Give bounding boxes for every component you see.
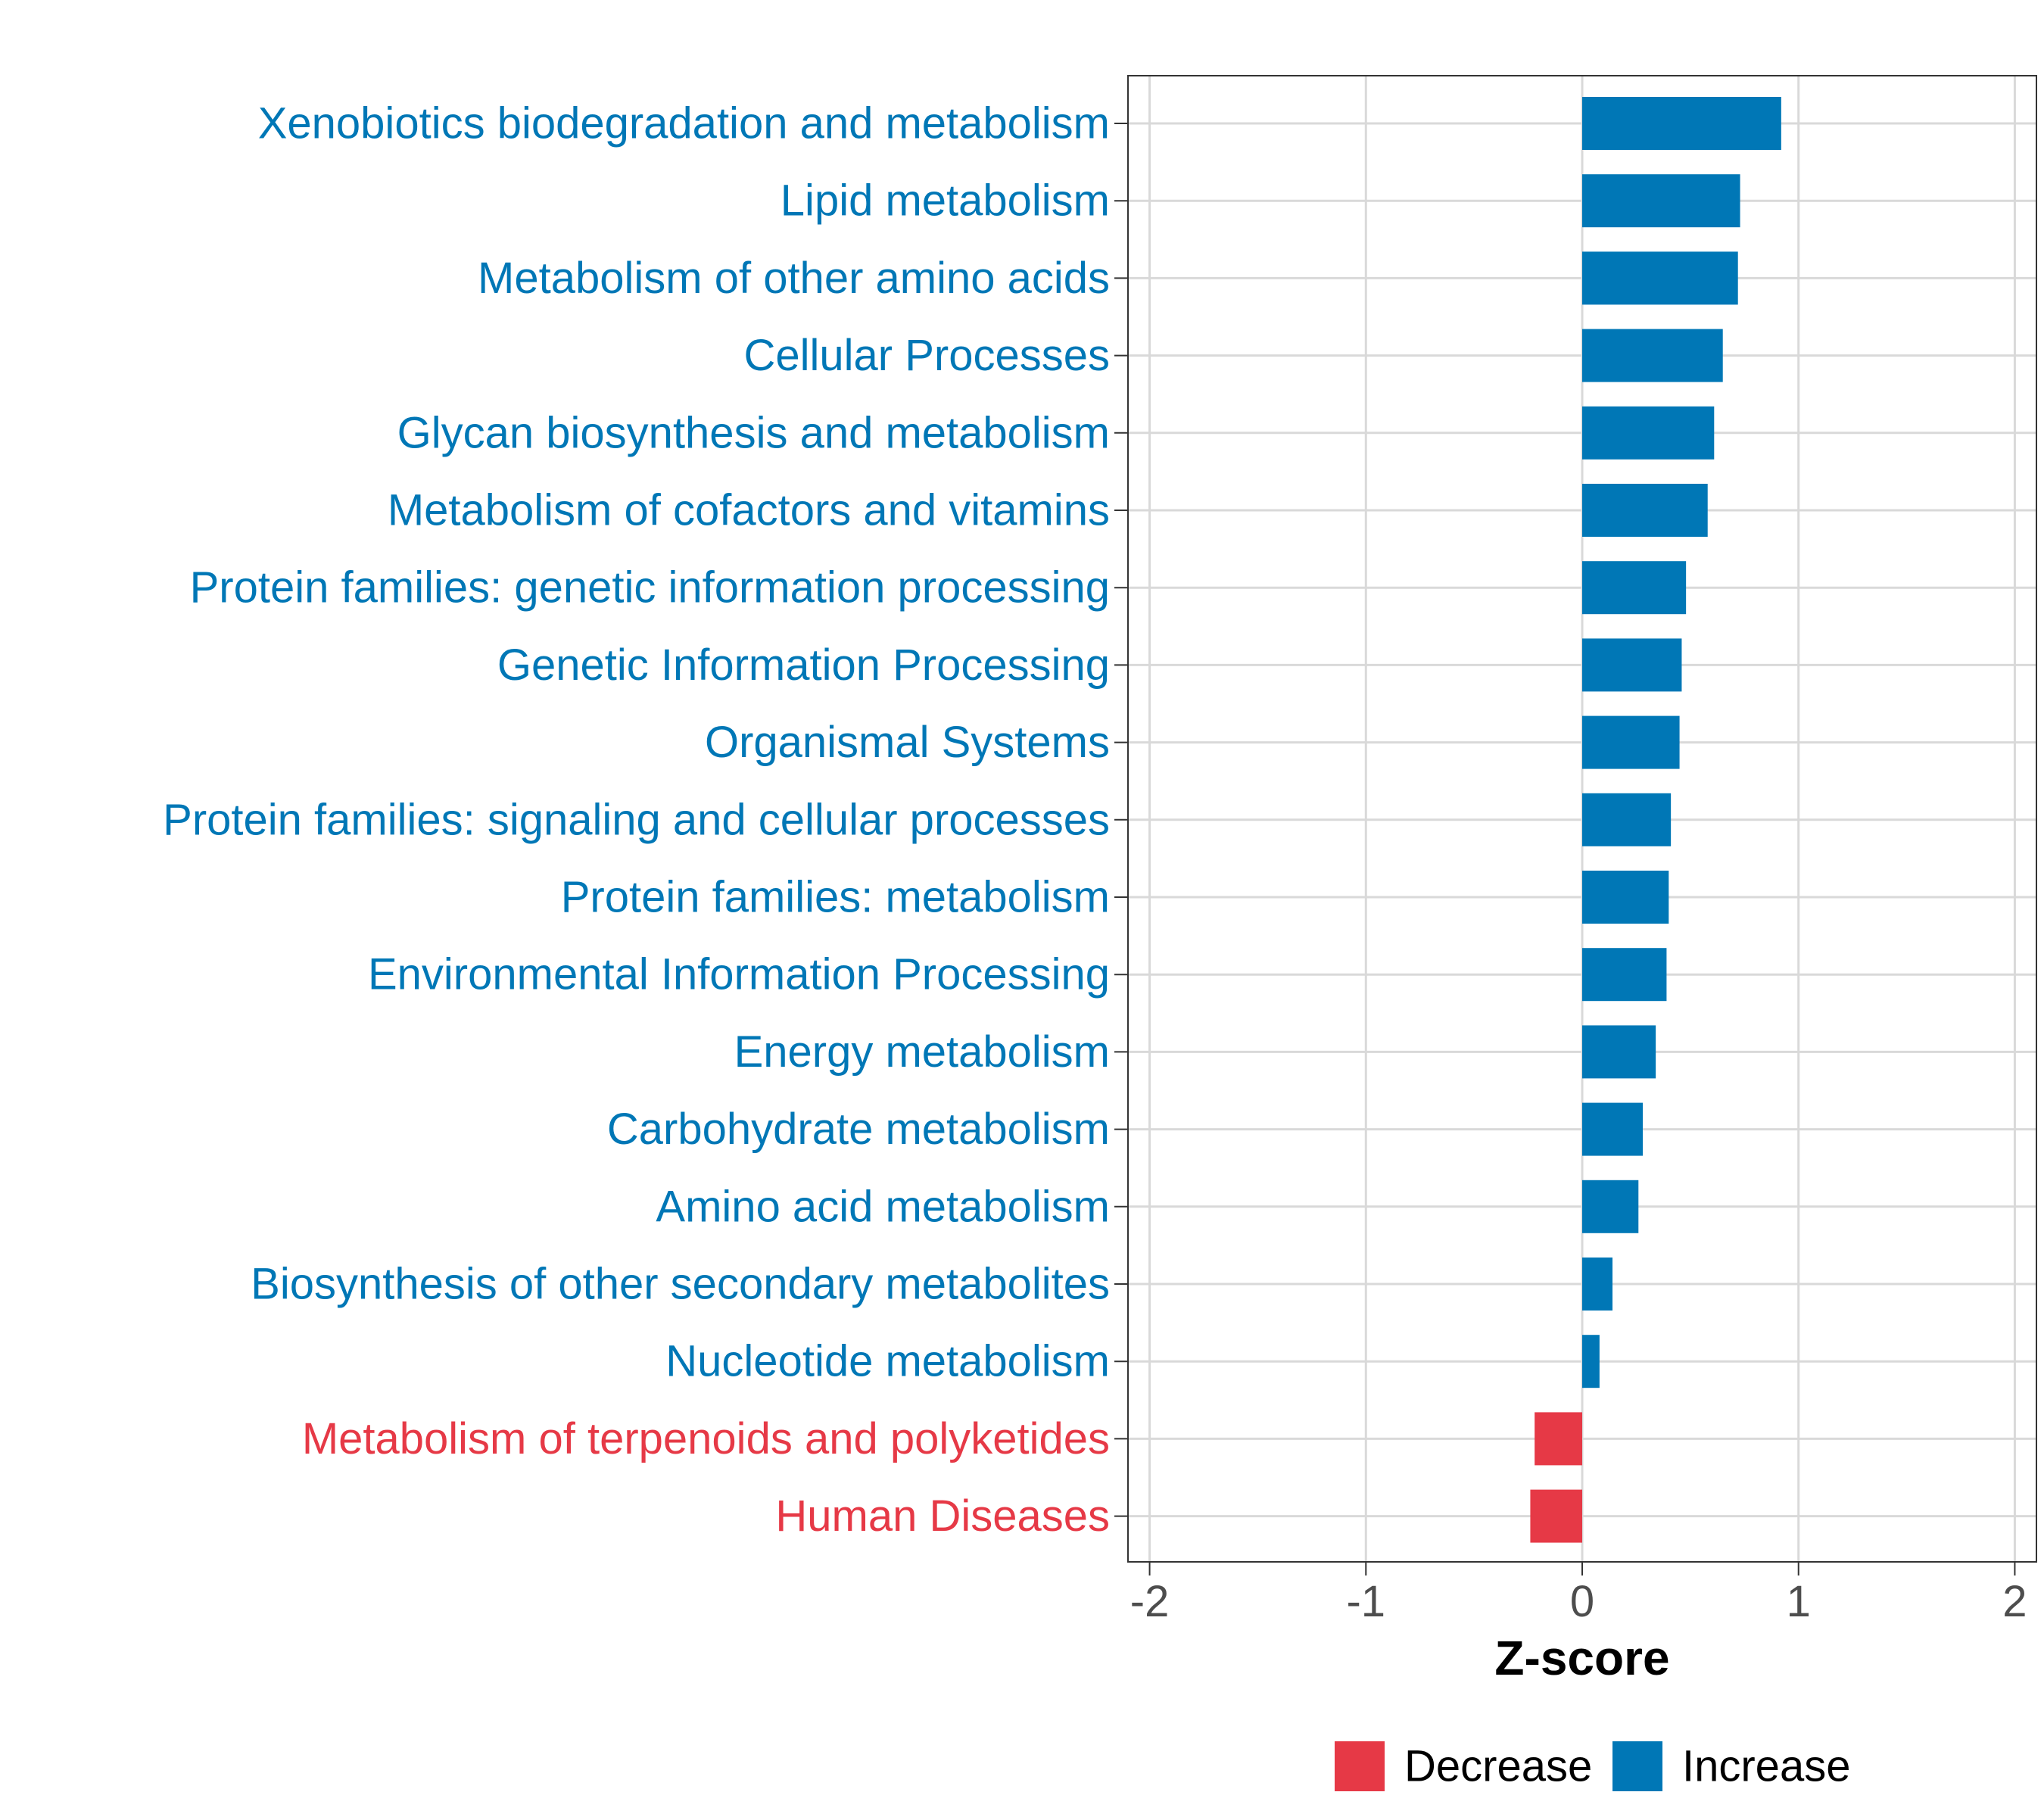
x-tick-label: -2 — [1130, 1577, 1170, 1626]
legend-label-decrease: Decrease — [1404, 1742, 1592, 1791]
y-tick-label: Metabolism of terpenoids and polyketides — [302, 1414, 1110, 1463]
bar-increase — [1582, 329, 1723, 382]
legend-label-increase: Increase — [1682, 1742, 1850, 1791]
bar-increase — [1582, 251, 1738, 305]
x-tick-label: -1 — [1346, 1577, 1385, 1626]
bar-increase — [1582, 97, 1781, 150]
x-tick-label: 2 — [2002, 1577, 2027, 1626]
bar-decrease — [1535, 1412, 1582, 1466]
y-tick-label: Glycan biosynthesis and metabolism — [397, 408, 1110, 457]
y-tick-label: Biosynthesis of other secondary metaboli… — [251, 1260, 1110, 1309]
x-tick-label: 1 — [1787, 1577, 1811, 1626]
bars — [1530, 97, 1781, 1543]
bar-increase — [1582, 1258, 1612, 1311]
y-tick-label: Protein families: metabolism — [561, 873, 1110, 922]
bar-increase — [1582, 1102, 1643, 1156]
x-axis-tick-labels: -2 -1 0 1 2 — [1130, 1577, 2027, 1626]
legend-swatch-increase — [1612, 1741, 1662, 1791]
bar-increase — [1582, 793, 1672, 846]
y-tick-label: Xenobiotics biodegradation and metabolis… — [258, 99, 1110, 148]
y-tick-label: Metabolism of other amino acids — [478, 254, 1110, 303]
y-tick-label: Nucleotide metabolism — [665, 1337, 1110, 1386]
y-tick-label: Protein families: genetic information pr… — [190, 563, 1110, 612]
legend-swatch-decrease — [1335, 1741, 1385, 1791]
y-tick-label: Energy metabolism — [734, 1027, 1110, 1077]
y-tick-label: Amino acid metabolism — [656, 1182, 1110, 1231]
bar-decrease — [1530, 1489, 1582, 1543]
bar-increase — [1582, 948, 1667, 1002]
y-tick-label: Organismal Systems — [705, 718, 1110, 767]
y-tick-label: Lipid metabolism — [781, 176, 1110, 226]
legend: Decrease Increase — [1335, 1741, 1850, 1791]
bar-increase — [1582, 174, 1740, 228]
bar-increase — [1582, 871, 1669, 924]
y-tick-label: Cellular Processes — [743, 331, 1110, 380]
x-tick-label: 0 — [1570, 1577, 1594, 1626]
bar-increase — [1582, 638, 1682, 692]
x-axis-ticks — [1148, 1562, 2016, 1575]
y-tick-label: Human Diseases — [775, 1491, 1110, 1541]
y-tick-label: Genetic Information Processing — [497, 640, 1110, 690]
bar-increase — [1582, 715, 1680, 769]
bar-increase — [1582, 1335, 1600, 1388]
bar-increase — [1582, 406, 1715, 460]
y-tick-label: Carbohydrate metabolism — [607, 1105, 1110, 1154]
x-axis-title: Z-score — [1494, 1631, 1669, 1685]
y-tick-label: Protein families: signaling and cellular… — [163, 795, 1110, 844]
y-tick-label: Environmental Information Processing — [368, 950, 1110, 999]
y-axis-ticks — [1114, 123, 1128, 1517]
bar-increase — [1582, 484, 1708, 537]
bar-increase — [1582, 561, 1687, 615]
y-axis-labels: Xenobiotics biodegradation and metabolis… — [163, 99, 1110, 1541]
y-tick-label: Metabolism of cofactors and vitamins — [388, 486, 1110, 535]
bar-increase — [1582, 1180, 1639, 1233]
bar-increase — [1582, 1025, 1656, 1079]
